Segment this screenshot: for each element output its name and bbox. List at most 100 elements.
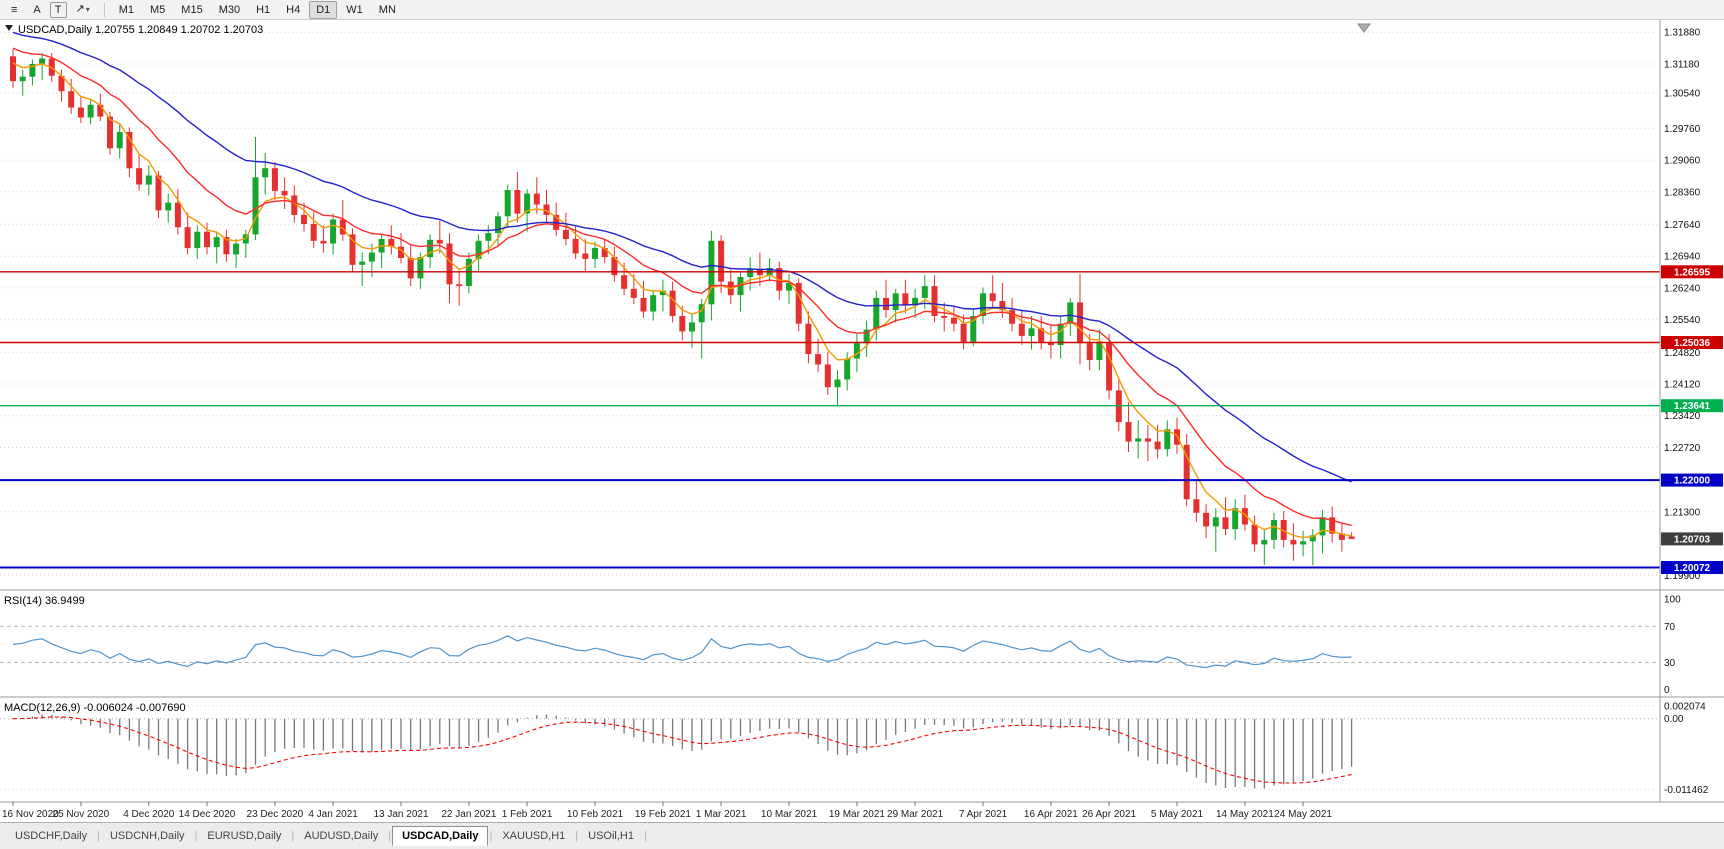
svg-text:RSI(14) 36.9499: RSI(14) 36.9499 <box>4 595 85 607</box>
price-label-box: 1.26595 <box>1661 265 1723 279</box>
tab-usdchf-daily[interactable]: USDCHF,Daily <box>15 830 88 842</box>
caret-down-icon: ▾ <box>85 5 90 14</box>
ma-fast-line <box>12 62 1352 539</box>
tab-separator: | <box>489 830 493 842</box>
svg-text:1.25036: 1.25036 <box>1674 338 1711 349</box>
svg-text:25 Nov 2020: 25 Nov 2020 <box>53 809 110 820</box>
svg-text:1 Feb 2021: 1 Feb 2021 <box>502 809 553 820</box>
svg-text:16 Nov 2020: 16 Nov 2020 <box>2 809 59 820</box>
svg-text:USDCAD,Daily 1.20755 1.20849: USDCAD,Daily 1.20755 1.20849 1.20702 1.2… <box>18 24 263 36</box>
toolbar: ≡ A T ↗▾ M1 M5 M15 M30 H1 H4 D1 W1 MN <box>0 0 1724 20</box>
svg-text:0.002074: 0.002074 <box>1664 701 1706 712</box>
arrow-tool-button[interactable]: A <box>33 3 41 16</box>
tab-separator: | <box>291 830 295 842</box>
svg-text:1.30540: 1.30540 <box>1664 89 1701 100</box>
svg-text:7 Apr 2021: 7 Apr 2021 <box>959 809 1008 820</box>
price-label-box: 1.22000 <box>1661 473 1723 487</box>
svg-text:1.25540: 1.25540 <box>1664 315 1701 326</box>
svg-text:24 May 2021: 24 May 2021 <box>1274 809 1332 820</box>
svg-text:0.00: 0.00 <box>1664 714 1684 725</box>
ma-slow-line <box>12 31 1352 483</box>
svg-text:70: 70 <box>1664 622 1676 633</box>
tab-separator: | <box>644 830 647 842</box>
svg-text:1.29060: 1.29060 <box>1664 156 1701 167</box>
tab-eurusd-daily[interactable]: EURUSD,Daily <box>207 830 282 842</box>
timeframe-m1-button[interactable]: M1 <box>118 3 135 16</box>
svg-text:19 Feb 2021: 19 Feb 2021 <box>635 809 692 820</box>
svg-text:14 Dec 2020: 14 Dec 2020 <box>179 809 236 820</box>
tab-audusd-daily[interactable]: AUDUSD,Daily <box>304 830 379 842</box>
svg-text:14 May 2021: 14 May 2021 <box>1216 809 1274 820</box>
tab-separator: | <box>97 830 100 842</box>
tab-xauusd-h1[interactable]: XAUUSD,H1 <box>502 830 566 842</box>
svg-text:30: 30 <box>1664 658 1676 669</box>
svg-text:MACD(12,26,9) -0.006024 -0.007: MACD(12,26,9) -0.006024 -0.007690 <box>4 702 186 714</box>
svg-text:1.21300: 1.21300 <box>1664 507 1701 518</box>
macd-histogram <box>22 714 1353 789</box>
svg-text:5 May 2021: 5 May 2021 <box>1151 809 1204 820</box>
chart-canvas[interactable]: 1.31880 1.31180 1.30540 1.29760 1.29060 1.283… <box>0 20 1724 822</box>
timeframe-m5-button[interactable]: M5 <box>150 3 166 16</box>
collapse-triangle-icon[interactable] <box>5 25 13 31</box>
chart-window: 1.31880 1.31180 1.30540 1.29760 1.29060 1.283… <box>0 20 1724 822</box>
svg-text:4 Jan 2021: 4 Jan 2021 <box>308 809 358 820</box>
chart-tab-bar: USDCHF,Daily | USDCNH,Daily | EURUSD,Daily | A… <box>0 822 1724 849</box>
svg-text:1.23420: 1.23420 <box>1664 411 1701 422</box>
svg-text:1.22000: 1.22000 <box>1674 476 1711 487</box>
svg-text:1.26240: 1.26240 <box>1664 283 1701 294</box>
svg-text:10 Mar 2021: 10 Mar 2021 <box>761 809 818 820</box>
svg-text:1.23641: 1.23641 <box>1674 401 1711 412</box>
svg-text:29 Mar 2021: 29 Mar 2021 <box>887 809 944 820</box>
price-axis[interactable]: 1.31880 1.31180 1.30540 1.29760 1.29060 1.283… <box>1664 28 1701 582</box>
price-grid <box>0 31 1660 576</box>
ma-mid-line <box>12 47 1352 527</box>
chart-shift-marker[interactable] <box>1357 23 1371 33</box>
svg-text:1.20703: 1.20703 <box>1674 534 1711 545</box>
timeframe-m30-button[interactable]: M30 <box>218 3 241 16</box>
svg-text:1.27640: 1.27640 <box>1664 220 1701 231</box>
svg-text:23 Dec 2020: 23 Dec 2020 <box>247 809 304 820</box>
candles-layer <box>10 49 1355 566</box>
tab-separator: | <box>388 830 392 842</box>
timeframe-m15-button[interactable]: M15 <box>181 3 203 16</box>
rsi-line <box>12 635 1352 669</box>
chart-header: USDCAD,Daily 1.20755 1.20849 1.20702 1.2… <box>5 24 263 36</box>
svg-text:1.22720: 1.22720 <box>1664 443 1701 454</box>
svg-text:1.19900: 1.19900 <box>1664 571 1701 582</box>
timeframe-mn-button[interactable]: MN <box>378 3 396 16</box>
timeframe-h1-button[interactable]: H1 <box>256 3 271 16</box>
macd-pane[interactable]: 0.002074 0.00 -0.011462 MACD(12,26,9) -0.00… <box>0 701 1709 796</box>
tab-separator: | <box>575 830 579 842</box>
price-label-box: 1.23641 <box>1661 399 1723 413</box>
macd-signal-line <box>12 716 1352 784</box>
price-label-box: 1.20072 <box>1661 561 1723 574</box>
svg-text:1.26595: 1.26595 <box>1674 267 1711 278</box>
toolbar-separator <box>103 2 105 17</box>
timeframe-group: M1 M5 M15 M30 H1 H4 D1 W1 MN <box>112 0 403 19</box>
tab-separator: | <box>194 830 198 842</box>
rsi-pane[interactable]: 100 70 30 0 RSI(14) 36.9499 <box>0 595 1681 696</box>
svg-text:1 Mar 2021: 1 Mar 2021 <box>696 809 747 820</box>
svg-text:1.26940: 1.26940 <box>1664 252 1701 263</box>
svg-text:1.29760: 1.29760 <box>1664 124 1701 135</box>
svg-text:1.31880: 1.31880 <box>1664 28 1701 39</box>
tab-usoil-h1[interactable]: USOil,H1 <box>588 830 634 842</box>
svg-text:1.24120: 1.24120 <box>1664 380 1701 391</box>
tab-usdcad-daily[interactable]: USDCAD,Daily <box>392 826 489 846</box>
svg-text:1.20072: 1.20072 <box>1674 563 1711 574</box>
svg-text:1.24820: 1.24820 <box>1664 348 1701 359</box>
draw-tools-button[interactable]: ↗▾ <box>69 0 97 19</box>
svg-text:19 Mar 2021: 19 Mar 2021 <box>829 809 886 820</box>
timeframe-h4-button[interactable]: H4 <box>286 3 301 16</box>
svg-text:10 Feb 2021: 10 Feb 2021 <box>567 809 624 820</box>
tab-usdcnh-daily[interactable]: USDCNH,Daily <box>109 830 185 842</box>
timeframe-w1-button[interactable]: W1 <box>346 3 363 16</box>
timeframe-d1-button[interactable]: D1 <box>309 0 338 19</box>
text-tool-button[interactable]: T <box>49 1 67 18</box>
charts-menu-icon[interactable]: ≡ <box>11 3 18 16</box>
hline-objects[interactable] <box>0 271 1660 569</box>
svg-text:22 Jan 2021: 22 Jan 2021 <box>441 809 496 820</box>
svg-text:4 Dec 2020: 4 Dec 2020 <box>123 809 175 820</box>
